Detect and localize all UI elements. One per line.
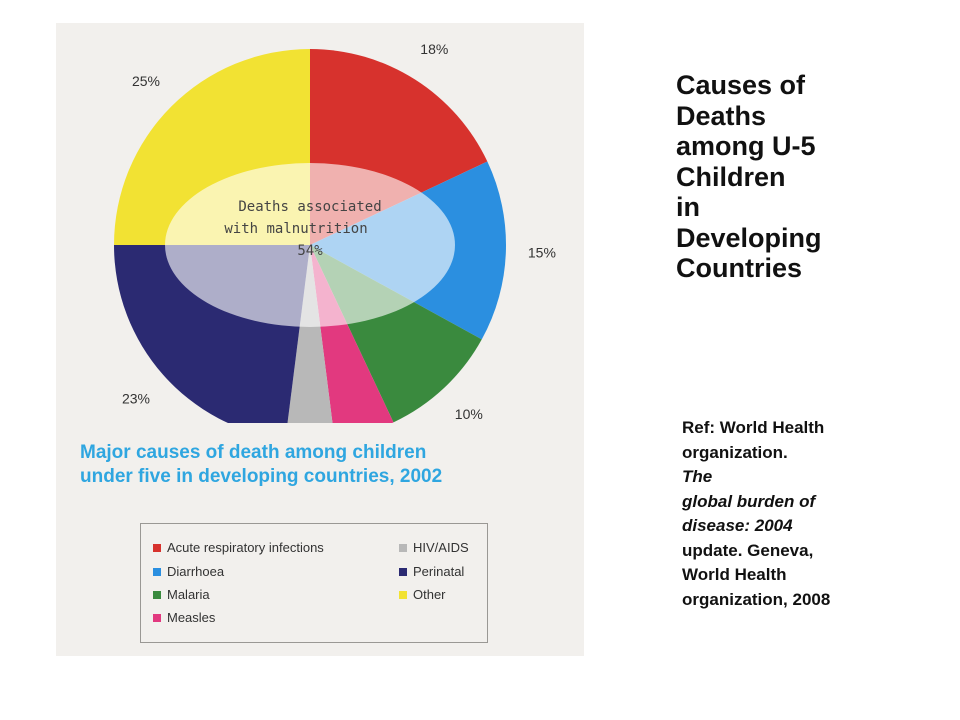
reference-line: global burden of: [682, 491, 816, 511]
slice-label: 25%: [132, 73, 160, 89]
legend-item-measles: Measles: [153, 610, 215, 625]
malnutrition-ellipse: [165, 163, 455, 327]
legend-label: Acute respiratory infections: [167, 540, 324, 555]
chart-legend: Acute respiratory infections Diarrhoea M…: [140, 523, 488, 643]
slice-label: 15%: [528, 244, 556, 260]
legend-label: HIV/AIDS: [413, 540, 469, 555]
slice-label: 10%: [455, 406, 483, 422]
legend-swatch: [153, 590, 161, 599]
reference-text-italic: The: [682, 467, 713, 486]
donut-chart: 18%15%10%5%4%23%25% Deaths associated wi…: [114, 41, 556, 423]
legend-label: Perinatal: [413, 564, 465, 579]
inner-annotation-line-1: Deaths associated: [238, 199, 381, 215]
slice-labels-layer: 18%15%10%5%4%23%25%: [122, 41, 556, 422]
slide-title-line: in: [676, 192, 700, 222]
reference-line: disease: 2004: [682, 516, 793, 535]
chart-title-line-2: under five in developing countries, 2002: [80, 466, 443, 487]
chart-figure-panel: 18%15%10%5%4%23%25% Deaths associated wi…: [56, 23, 584, 656]
reference-line: World Health: [682, 565, 787, 584]
slice-label: 23%: [122, 390, 150, 406]
reference-line: organization. The: [682, 441, 902, 490]
legend-swatch: [153, 567, 161, 576]
slide-title: Causes of Deaths among U-5 Children in D…: [676, 70, 876, 284]
reference-line: organization, 2008: [682, 589, 831, 609]
reference-line: update. Geneva,: [682, 540, 814, 560]
slide-title-line: Children: [676, 161, 786, 192]
reference-line: Ref: World Health: [682, 418, 825, 437]
slide-title-line: among U-5: [676, 131, 816, 161]
slide-title-line: Deaths: [676, 100, 767, 131]
legend-item-perinatal: Perinatal: [399, 564, 464, 579]
legend-item-acute-respiratory: Acute respiratory infections: [153, 540, 324, 555]
legend-swatch: [153, 613, 161, 622]
slice-label: 18%: [420, 41, 448, 57]
legend-label: Other: [413, 587, 446, 602]
inner-annotation-line-3: 54%: [297, 243, 323, 259]
legend-item-malaria: Malaria: [153, 587, 210, 602]
slide-title-line: Developing: [676, 222, 822, 253]
slide-title-line: Countries: [676, 253, 803, 283]
slide-title-line: Causes of: [676, 70, 806, 100]
legend-label: Measles: [167, 610, 216, 625]
inner-annotation-line-2: with malnutrition: [224, 221, 367, 237]
chart-title-line-1: Major causes of death among children: [80, 442, 427, 463]
reference-text: organization.: [682, 442, 788, 462]
legend-item-other: Other: [399, 587, 446, 602]
legend-label: Diarrhoea: [167, 564, 225, 579]
legend-swatch: [399, 543, 407, 552]
pie-slice-hiv-aids: [287, 245, 333, 423]
chart-title: Major causes of death among children und…: [80, 441, 550, 489]
legend-item-hiv-aids: HIV/AIDS: [399, 540, 469, 555]
legend-label: Malaria: [167, 587, 210, 602]
legend-swatch: [153, 543, 161, 552]
reference-citation: Ref: World Health organization. The glob…: [682, 416, 902, 612]
legend-swatch: [399, 590, 407, 599]
legend-swatch: [399, 567, 407, 576]
legend-item-diarrhoea: Diarrhoea: [153, 564, 224, 579]
